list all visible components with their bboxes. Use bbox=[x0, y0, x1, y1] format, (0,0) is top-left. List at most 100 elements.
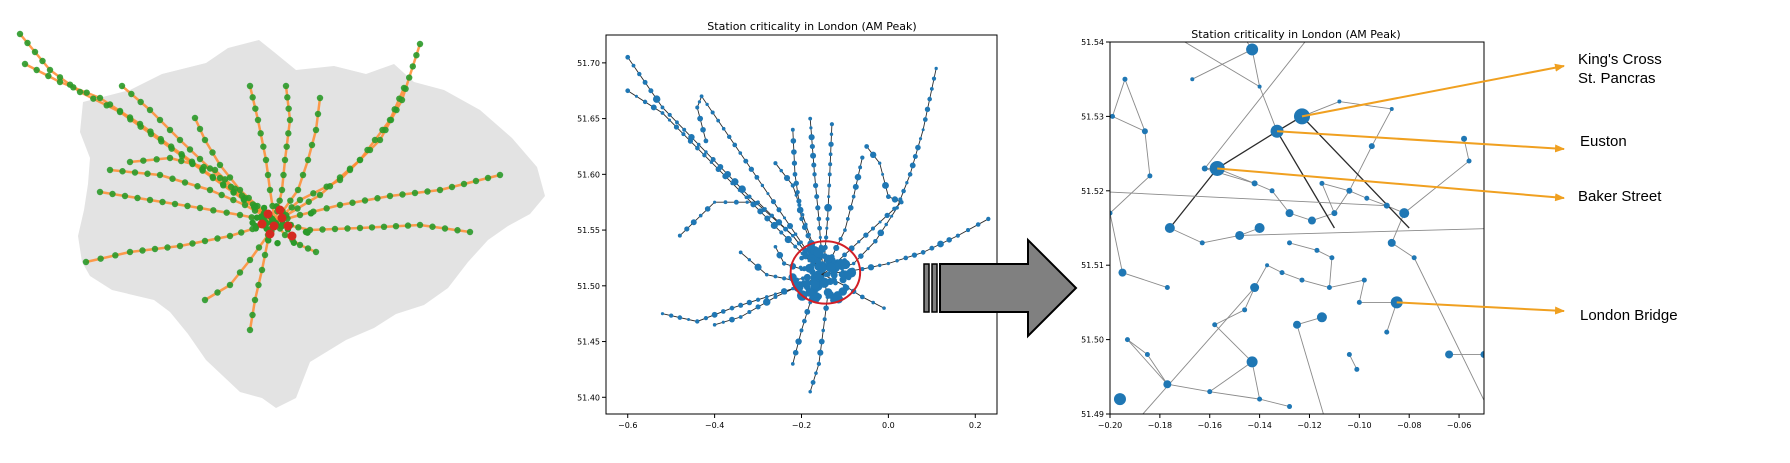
station-point bbox=[226, 232, 234, 240]
station-node bbox=[792, 349, 799, 356]
y-tick-label: 51.49 bbox=[1081, 410, 1104, 419]
station-node bbox=[793, 180, 799, 186]
station-node bbox=[1319, 180, 1325, 186]
station-node bbox=[721, 126, 726, 131]
station-node bbox=[803, 279, 812, 287]
station-node bbox=[1461, 135, 1468, 142]
station-node bbox=[802, 318, 807, 324]
station-point bbox=[316, 191, 324, 199]
station-node bbox=[782, 276, 787, 281]
panel-criticality-full: Station criticality in London (AM Peak) … bbox=[577, 20, 998, 430]
station-point bbox=[409, 63, 416, 70]
station-point bbox=[109, 190, 116, 198]
station-node bbox=[1246, 43, 1259, 56]
station-node bbox=[793, 244, 798, 249]
station-point bbox=[411, 189, 419, 197]
y-tick-label: 51.65 bbox=[577, 115, 600, 124]
station-point bbox=[126, 114, 134, 121]
station-node bbox=[1299, 277, 1305, 283]
network-edge bbox=[627, 57, 824, 275]
network-edge bbox=[1169, 227, 1203, 244]
backbone-edge bbox=[1216, 130, 1278, 170]
station-node bbox=[748, 166, 755, 172]
station-point bbox=[241, 194, 249, 202]
network-edge bbox=[1214, 324, 1253, 363]
station-point bbox=[304, 245, 312, 252]
y-tick-label: 51.60 bbox=[577, 170, 600, 179]
network-edge bbox=[1110, 213, 1123, 273]
panel3-title: Station criticality in London (AM Peak) bbox=[1191, 28, 1400, 41]
network-edge bbox=[1254, 182, 1273, 192]
station-point bbox=[312, 248, 320, 256]
station-node bbox=[857, 240, 861, 244]
station-node bbox=[738, 151, 743, 155]
station-node bbox=[799, 240, 803, 244]
station-node bbox=[642, 99, 648, 105]
panel3-edges bbox=[1110, 42, 1484, 414]
station-node bbox=[927, 96, 932, 102]
station-point bbox=[206, 165, 214, 172]
station-node bbox=[754, 174, 760, 180]
y-tick-label: 51.52 bbox=[1081, 187, 1104, 196]
station-point bbox=[255, 244, 263, 251]
station-node bbox=[814, 371, 818, 375]
station-point bbox=[454, 227, 461, 234]
station-point bbox=[166, 126, 174, 134]
station-node bbox=[721, 320, 725, 324]
station-point bbox=[260, 143, 267, 150]
station-node bbox=[1110, 210, 1113, 216]
network-edge bbox=[1183, 42, 1260, 88]
panel3-x-axis: −0.20 −0.18 −0.16 −0.14 −0.12 −0.10 −0.08 −0.06 bbox=[1098, 414, 1471, 430]
station-point bbox=[251, 207, 259, 214]
station-node bbox=[1316, 312, 1327, 323]
station-point bbox=[396, 95, 403, 102]
station-point bbox=[266, 186, 274, 194]
station-point bbox=[231, 185, 239, 192]
station-node bbox=[1242, 307, 1248, 313]
station-node bbox=[815, 205, 821, 211]
station-node bbox=[823, 305, 829, 311]
station-node bbox=[839, 276, 847, 284]
station-node bbox=[884, 222, 888, 227]
critical-station-point bbox=[283, 221, 293, 231]
station-point bbox=[169, 175, 176, 182]
station-node bbox=[699, 94, 704, 99]
station-node bbox=[885, 194, 891, 200]
station-node bbox=[890, 214, 894, 218]
station-point bbox=[90, 95, 97, 102]
station-point bbox=[184, 202, 191, 210]
station-node bbox=[882, 182, 889, 189]
station-node bbox=[684, 226, 690, 232]
station-node bbox=[1346, 187, 1353, 194]
station-point bbox=[46, 66, 54, 74]
station-node bbox=[823, 235, 829, 240]
network-edge bbox=[1339, 101, 1392, 110]
station-point bbox=[82, 258, 90, 266]
station-node bbox=[921, 128, 925, 132]
station-node bbox=[755, 304, 761, 310]
station-node bbox=[779, 168, 783, 173]
station-point bbox=[121, 192, 129, 200]
callout-label: Baker Street bbox=[1578, 188, 1662, 205]
station-point bbox=[153, 156, 160, 163]
station-point bbox=[361, 197, 369, 204]
station-node bbox=[810, 261, 816, 267]
station-callouts: King's Cross St. Pancras Euston Baker Stree… bbox=[1217, 51, 1678, 324]
station-point bbox=[219, 181, 227, 188]
station-point bbox=[296, 211, 304, 219]
backbone-edge bbox=[1301, 115, 1410, 229]
station-node bbox=[891, 196, 899, 203]
station-node bbox=[1265, 263, 1270, 268]
station-point bbox=[281, 231, 289, 239]
station-node bbox=[695, 145, 700, 151]
station-node bbox=[1399, 208, 1410, 219]
station-point bbox=[189, 240, 196, 247]
station-point bbox=[118, 82, 126, 90]
station-point bbox=[304, 229, 311, 236]
station-point bbox=[146, 196, 154, 204]
station-point bbox=[230, 196, 237, 204]
station-point bbox=[404, 222, 412, 229]
station-node bbox=[1285, 209, 1294, 218]
station-node bbox=[818, 338, 825, 345]
station-node bbox=[713, 200, 717, 204]
